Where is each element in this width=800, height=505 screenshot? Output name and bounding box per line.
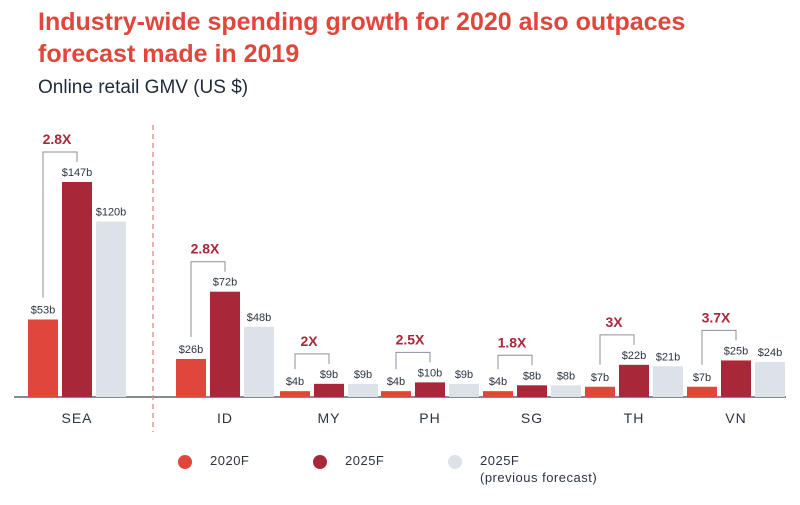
bar-th-1 [585,386,615,397]
multiplier-bracket-id [190,261,226,337]
bar-my-2 [314,383,344,397]
legend-item-1: 2020F [178,452,249,469]
bar-ph-2 [415,382,445,397]
chart-title: Industry-wide spending growth for 2020 a… [38,8,686,68]
category-label-ph: PH [419,410,440,426]
data-label-id-2: $72b [213,277,237,289]
bar-ph-1 [381,391,411,397]
legend-item-2: 2025F [313,452,384,469]
data-label-sea-1: $53b [31,304,55,316]
data-label-ph-1: $4b [387,376,405,388]
category-label-id: ID [217,410,233,426]
data-label-th-3: $21b [656,351,680,363]
bar-vn-2 [721,360,751,397]
legend-swatch [448,455,462,469]
multiplier-bracket-sea [42,151,78,298]
data-label-th-1: $7b [591,372,609,384]
multiplier-label-sg: 1.8X [498,334,527,350]
data-label-vn-1: $7b [693,372,711,384]
data-label-my-3: $9b [354,369,372,381]
data-label-th-2: $22b [622,350,646,362]
bar-id-3 [244,326,274,397]
category-label-sg: SG [521,410,543,426]
legend-label: 2020F [210,453,250,468]
multiplier-label-vn: 3.7X [702,309,731,325]
bar-id-2 [210,291,240,397]
legend-label: 2025F [345,453,385,468]
data-label-ph-3: $9b [455,369,473,381]
data-label-sg-1: $4b [489,376,507,388]
bar-my-1 [280,391,310,397]
category-label-sea: SEA [61,410,92,426]
bar-ph-3 [449,383,479,397]
data-label-sg-3: $8b [557,370,575,382]
multiplier-label-my: 2X [300,333,318,349]
multiplier-label-sea: 2.8X [43,131,72,147]
multiplier-bracket-sg [497,354,533,370]
data-label-my-1: $4b [286,376,304,388]
multiplier-label-ph: 2.5X [396,331,425,347]
bar-sea-3 [96,221,126,397]
multiplier-label-id: 2.8X [191,241,220,257]
legend-item-3: 2025F (previous forecast) [448,452,597,486]
data-label-id-1: $26b [179,344,203,356]
category-label-vn: VN [725,410,746,426]
bar-sg-1 [483,391,513,397]
multiplier-label-th: 3X [605,314,623,330]
legend-label: 2025F (previous forecast) [480,453,598,485]
bar-id-1 [176,358,206,397]
multiplier-bracket-ph [395,351,431,370]
multiplier-bracket-th [599,334,635,365]
bar-th-3 [653,366,683,397]
multiplier-bracket-my [294,353,330,370]
bar-vn-3 [755,361,785,397]
data-label-vn-3: $24b [758,347,782,359]
bar-vn-1 [687,386,717,397]
data-label-sg-2: $8b [523,370,541,382]
legend-swatch [313,455,327,469]
bar-my-3 [348,383,378,397]
bar-chart: $53b $147b $120b SEA 2.8X $26b $72b $48b ID 2.8X $… [14,125,786,432]
data-label-sea-3: $120b [96,206,127,218]
data-label-my-2: $9b [320,369,338,381]
legend-swatch [178,455,192,469]
category-label-th: TH [624,410,645,426]
data-label-vn-2: $25b [724,345,748,357]
data-label-ph-2: $10b [418,367,442,379]
bar-sg-3 [551,385,581,397]
chart-subtitle: Online retail GMV (US $) [38,77,249,98]
data-label-sea-2: $147b [62,167,93,179]
multiplier-bracket-vn [701,329,737,365]
bar-sea-1 [28,319,58,397]
bar-th-2 [619,364,649,397]
bar-sg-2 [517,385,547,397]
bar-sea-2 [62,182,92,397]
data-label-id-3: $48b [247,312,271,324]
category-label-my: MY [318,410,341,426]
